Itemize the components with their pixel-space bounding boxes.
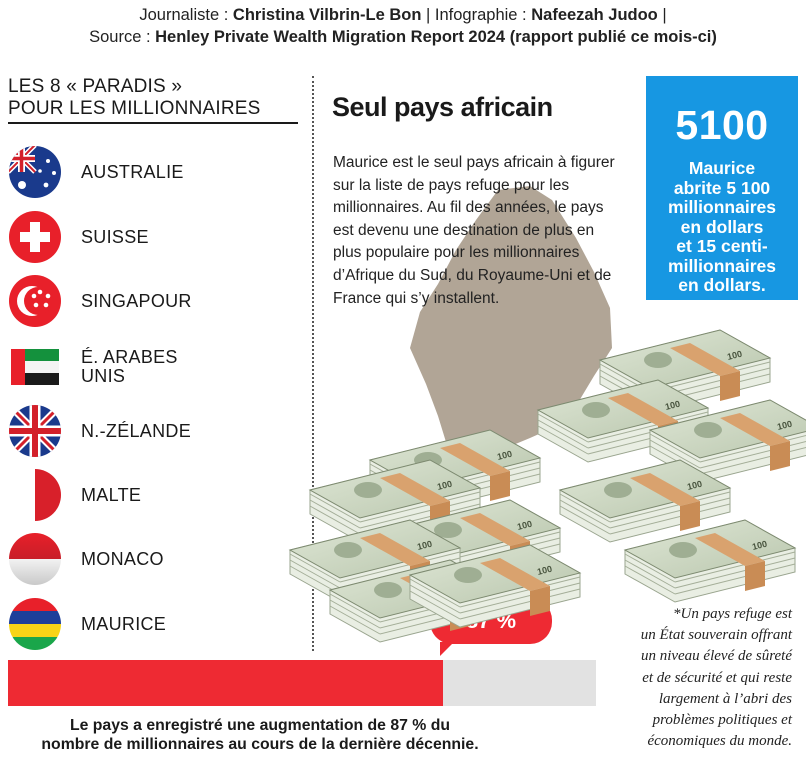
country-malta: MALTE xyxy=(8,468,308,522)
country-new-zealand: N.-ZÉLANDE xyxy=(8,404,308,458)
credits-line-1: Journaliste : Christina Vilbrin-Le Bon |… xyxy=(139,6,667,24)
growth-caption: Le pays a enregistré une augmentation de… xyxy=(41,717,479,753)
australia-flag-icon xyxy=(9,146,61,198)
dotted-divider xyxy=(312,76,314,651)
country-name: N.-ZÉLANDE xyxy=(81,420,192,441)
mauritius-island-icon xyxy=(410,186,612,464)
list-title: LES 8 « PARADIS » POUR LES MILLIONNAIRES xyxy=(8,76,261,119)
new-zealand-flag-icon xyxy=(9,405,61,457)
country-australia: AUSTRALIE xyxy=(8,145,308,199)
article-body: Maurice est le seul pays africain à figu… xyxy=(333,154,615,307)
growth-bar-fill xyxy=(8,660,444,706)
title-rule xyxy=(8,122,298,124)
growth-bar-track xyxy=(8,660,596,706)
country-name: MAURICE xyxy=(81,613,167,634)
stat-number: 5100 xyxy=(675,102,769,148)
source-name: Henley Private Wealth Migration Report 2… xyxy=(155,28,717,46)
country-name: SUISSE xyxy=(81,226,149,247)
country-monaco: MONACO xyxy=(8,532,308,586)
banknote-stacks-icon: 100 xyxy=(289,329,806,643)
country-name: AUSTRALIE xyxy=(81,161,184,182)
country-switzerland: SUISSE xyxy=(8,210,308,264)
country-uae: É. ARABES UNIS xyxy=(8,340,308,394)
credits: Journaliste : Christina Vilbrin-Le Bon |… xyxy=(0,4,806,48)
malta-flag-icon xyxy=(9,469,61,521)
headline: Seul pays africain xyxy=(332,92,553,122)
country-mauritius: MAURICE xyxy=(8,597,308,651)
country-name: SINGAPOUR xyxy=(81,290,192,311)
journalist-name: Christina Vilbrin-Le Bon xyxy=(232,6,422,24)
country-name: É. ARABES UNIS xyxy=(81,347,178,386)
bubble-tail xyxy=(440,642,454,656)
credits-line-2: Source : Henley Private Wealth Migration… xyxy=(89,28,717,46)
footnote: *Un pays refuge est un État souverain of… xyxy=(640,606,792,750)
monaco-flag-icon xyxy=(9,533,61,585)
country-singapore: SINGAPOUR xyxy=(8,274,308,328)
country-name: MONACO xyxy=(81,548,164,569)
infographic-author: Nafeezah Judoo xyxy=(531,6,658,24)
stat-text: Maurice abrite 5 100 millionnaires en do… xyxy=(668,158,776,295)
mauritius-flag-icon xyxy=(9,598,61,650)
singapore-flag-icon xyxy=(9,275,61,327)
country-name: MALTE xyxy=(81,484,142,505)
switzerland-flag-icon xyxy=(9,211,61,263)
uae-flag-icon xyxy=(11,349,59,385)
stat-box: 5100 Maurice abrite 5 100 millionnaires … xyxy=(646,76,798,300)
